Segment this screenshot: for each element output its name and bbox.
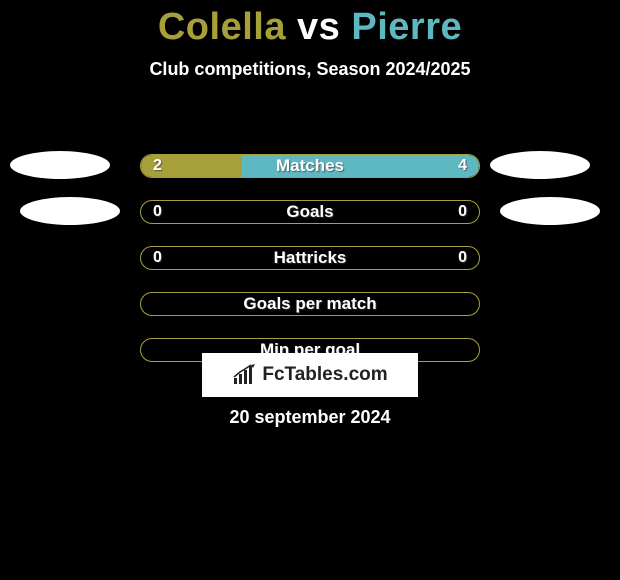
player-badge-left (20, 197, 120, 225)
brand-box: FcTables.com (202, 353, 418, 397)
stat-label: Goals per match (141, 293, 479, 315)
page-title: Colella vs Pierre (0, 0, 620, 49)
stat-row: Goals per match (0, 292, 620, 338)
stat-row: 24Matches (0, 154, 620, 200)
stat-bar: 00Goals (140, 200, 480, 224)
stat-label: Goals (141, 201, 479, 223)
chart-icon (232, 364, 258, 386)
stat-bar: Goals per match (140, 292, 480, 316)
player-badge-right (490, 151, 590, 179)
stat-bar: 00Hattricks (140, 246, 480, 270)
player-badge-left (10, 151, 110, 179)
title-player1: Colella (158, 6, 286, 48)
stat-row: 00Hattricks (0, 246, 620, 292)
title-player2: Pierre (351, 6, 462, 48)
date-text: 20 september 2024 (0, 407, 620, 428)
stat-row: 00Goals (0, 200, 620, 246)
brand-text: FcTables.com (262, 364, 387, 386)
subtitle: Club competitions, Season 2024/2025 (0, 59, 620, 80)
player-badge-right (500, 197, 600, 225)
title-vs: vs (297, 6, 340, 48)
stat-label: Hattricks (141, 247, 479, 269)
stat-label: Matches (141, 155, 479, 177)
stat-bar: 24Matches (140, 154, 480, 178)
stat-rows: 24Matches 00Goals 00Hattricks Goals per mat… (0, 154, 620, 384)
